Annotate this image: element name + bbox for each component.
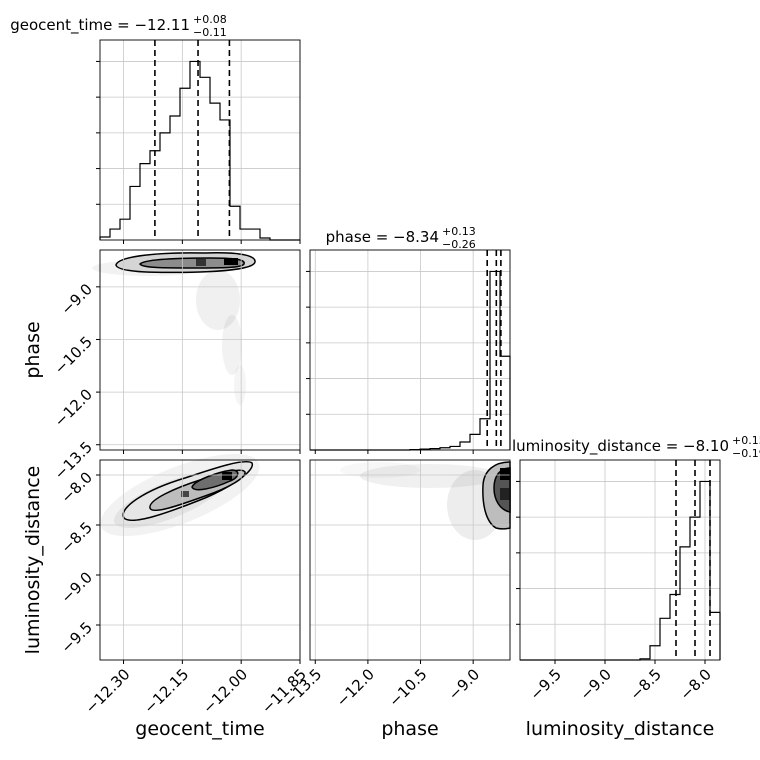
xlabel-luminosity-distance: luminosity_distance <box>526 718 715 740</box>
scatter-cloud <box>360 464 500 488</box>
panel-bg <box>100 250 300 450</box>
x-tick-label: −8.0 <box>677 665 715 703</box>
density-phase-vs-geocent-time <box>92 252 256 405</box>
scatter-cloud <box>196 270 240 330</box>
y-tick-label: −9.0 <box>58 280 96 318</box>
x-tick-label: −12.00 <box>199 665 251 717</box>
panel-frame <box>309 249 511 451</box>
y-tick-label: −8.5 <box>58 518 96 556</box>
contour-inner <box>139 257 245 269</box>
scatter-cloud <box>222 315 242 375</box>
title-luminosity-distance-minus: −0.19 <box>732 447 760 460</box>
x-tick-label: −9.0 <box>445 665 483 703</box>
density-peak <box>500 488 510 500</box>
histogram-geocent_time <box>99 60 300 241</box>
density-peak <box>222 472 232 480</box>
x-tick-label: −12.30 <box>82 665 134 717</box>
scatter-cloud <box>340 462 420 478</box>
title-luminosity-distance: luminosity_distance = −8.10 <box>512 437 729 456</box>
y-tick-label: −12.0 <box>51 385 96 430</box>
panel-frame <box>99 249 301 451</box>
y-tick-label: −10.5 <box>51 333 96 378</box>
xlabel-geocent-time: geocent_time <box>135 718 264 740</box>
grid-layer <box>100 40 720 660</box>
title-phase-plus: +0.13 <box>442 225 476 238</box>
y-tick-label: −9.5 <box>58 618 96 656</box>
x-tick-label: −9.0 <box>577 665 615 703</box>
mark-layer <box>99 40 721 661</box>
ylabel-phase: phase <box>22 321 44 378</box>
title-luminosity-distance-plus: +0.15 <box>732 434 760 447</box>
density-luminosity-distance-vs-phase <box>340 461 511 540</box>
panel-frame <box>309 459 511 661</box>
ylabel-luminosity-distance: luminosity_distance <box>22 466 44 655</box>
panel-frame <box>519 459 721 661</box>
density-peak <box>500 468 510 480</box>
x-tick-label: −9.5 <box>527 665 565 703</box>
title-geocent-time: geocent_time = −12.11 <box>10 16 190 35</box>
scatter-cloud <box>234 365 246 405</box>
x-tick-label: −12.0 <box>333 665 378 710</box>
histogram-phase <box>310 270 511 451</box>
density-peak <box>196 259 206 266</box>
density-peak <box>181 491 189 497</box>
density-luminosity-distance-vs-geocent-time <box>100 453 260 537</box>
x-tick-label: −8.5 <box>627 665 665 703</box>
panel-frame <box>99 459 301 661</box>
title-phase-minus: −0.26 <box>442 238 476 251</box>
histogram-luminosity_distance <box>520 480 721 661</box>
title-geocent-time-plus: +0.08 <box>193 13 227 26</box>
title-geocent-time-minus: −0.11 <box>193 26 227 39</box>
y-tick-label: −9.0 <box>58 568 96 606</box>
xlabel-phase: phase <box>381 718 438 740</box>
title-phase: phase = −8.34 <box>326 228 439 246</box>
panel-frame <box>99 39 301 241</box>
density-peak <box>224 258 238 265</box>
x-tick-label: −12.15 <box>140 665 192 717</box>
panel-bg <box>520 460 720 660</box>
x-tick-label: −10.5 <box>385 665 430 710</box>
